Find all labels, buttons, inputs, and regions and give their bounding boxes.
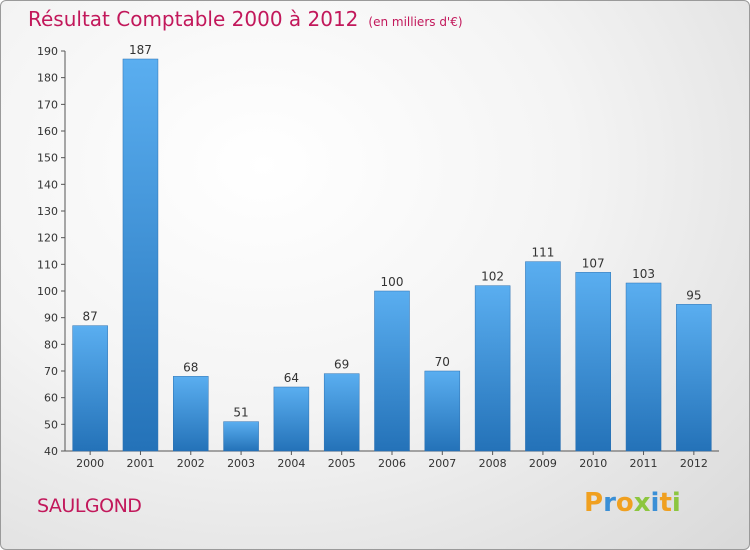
- x-tick-label: 2004: [277, 457, 305, 470]
- logo-letter: P: [584, 488, 604, 518]
- y-tick-label: 70: [44, 365, 58, 378]
- bar: [323, 373, 360, 452]
- x-tick-label: 2007: [428, 457, 456, 470]
- bar-value-label: 68: [183, 360, 198, 374]
- x-tick-label: 2001: [126, 457, 154, 470]
- y-tick-label: 180: [37, 72, 58, 85]
- bar: [122, 58, 159, 452]
- y-tick-label: 40: [44, 445, 58, 458]
- bar: [273, 386, 310, 452]
- bar-value-label: 103: [632, 267, 655, 281]
- y-tick-label: 90: [44, 312, 58, 325]
- y-tick-label: 120: [37, 232, 58, 245]
- proxiti-logo: Proxiti: [584, 488, 681, 518]
- bar: [525, 261, 561, 452]
- x-tick-label: 2012: [680, 457, 708, 470]
- bar-value-label: 111: [531, 246, 554, 260]
- logo-letter: r: [603, 488, 616, 518]
- bar: [173, 376, 209, 452]
- logo-letter: x: [633, 488, 651, 518]
- x-tick-label: 2006: [378, 457, 406, 470]
- chart-title: Résultat Comptable 2000 à 2012 (en millie…: [28, 7, 463, 31]
- bar: [424, 370, 461, 452]
- y-tick-label: 170: [37, 98, 58, 111]
- bar: [676, 304, 712, 452]
- y-tick-label: 110: [37, 258, 58, 271]
- bar: [223, 421, 259, 452]
- y-tick-label: 140: [37, 178, 58, 191]
- bar-value-label: 187: [129, 43, 152, 57]
- y-tick-label: 50: [44, 418, 58, 431]
- axes: 40 50 60 70 80 90 100 110 120 130 140 150 160 170 180 1…: [37, 45, 719, 470]
- bar-value-label: 102: [481, 270, 504, 284]
- bar-value-label: 70: [435, 355, 450, 369]
- x-tick-label: 2011: [630, 457, 658, 470]
- y-tick-label: 130: [37, 205, 58, 218]
- y-tick-label: 190: [37, 45, 58, 58]
- bar-value-label: 69: [334, 358, 349, 372]
- bar: [575, 272, 611, 452]
- logo-letter: o: [615, 488, 634, 518]
- y-tick-label: 100: [37, 285, 58, 298]
- bars: 87 187 68 51 64 69 100 70 102 111 107 103 95: [72, 43, 712, 452]
- logo-letter: t: [659, 488, 672, 518]
- x-tick-label: 2008: [479, 457, 507, 470]
- bar-value-label: 107: [582, 256, 605, 270]
- x-tick-label: 2009: [529, 457, 557, 470]
- x-tick-label: 2003: [227, 457, 255, 470]
- bar-value-label: 51: [233, 406, 248, 420]
- place-name: SAULGOND: [37, 495, 142, 517]
- y-tick-label: 150: [37, 152, 58, 165]
- bar-value-label: 95: [686, 288, 701, 302]
- bar: [72, 325, 108, 452]
- bar-value-label: 87: [83, 310, 98, 324]
- chart-subtitle: (en milliers d'€): [368, 15, 463, 29]
- x-tick-label: 2010: [579, 457, 607, 470]
- bar-value-label: 64: [284, 371, 299, 385]
- bar: [374, 290, 410, 452]
- y-tick-label: 60: [44, 392, 58, 405]
- x-tick-label: 2005: [328, 457, 356, 470]
- y-tick-label: 80: [44, 338, 58, 351]
- bar: [625, 282, 662, 452]
- x-tick-label: 2000: [76, 457, 104, 470]
- x-tick-label: 2002: [177, 457, 205, 470]
- bar-value-label: 100: [381, 275, 404, 289]
- y-tick-label: 160: [37, 125, 58, 138]
- title-text: Résultat Comptable 2000 à 2012: [28, 7, 359, 31]
- bar: [474, 285, 511, 452]
- logo-letter: i: [650, 488, 660, 518]
- logo-letter: i: [671, 488, 681, 518]
